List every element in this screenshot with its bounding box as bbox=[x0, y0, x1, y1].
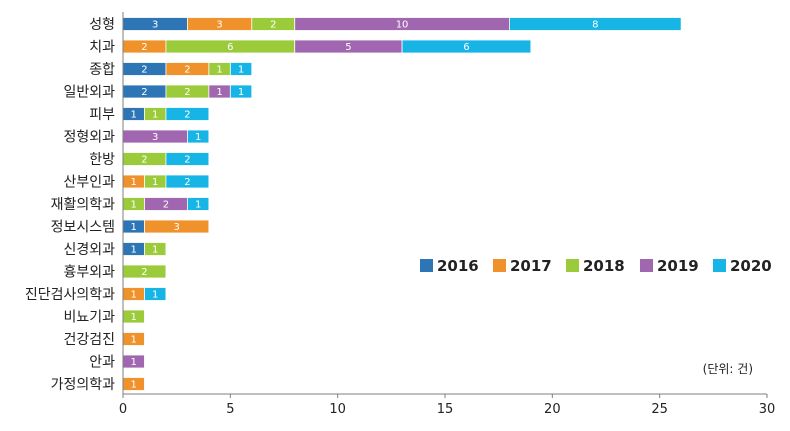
category-label: 안과 bbox=[89, 355, 115, 371]
data-label: 8 bbox=[592, 20, 598, 31]
bar-segment bbox=[144, 287, 167, 301]
category-label: 성형 bbox=[89, 17, 115, 33]
data-label: 2 bbox=[141, 267, 147, 278]
legend-label: 2017 bbox=[510, 257, 552, 275]
legend-swatch bbox=[420, 259, 433, 272]
legend-label: 2019 bbox=[657, 257, 699, 275]
data-label: 2 bbox=[184, 110, 190, 121]
data-label: 2 bbox=[141, 87, 147, 98]
x-tick-label: 0 bbox=[119, 402, 127, 417]
data-label: 2 bbox=[163, 200, 169, 211]
category-label: 산부인과 bbox=[63, 175, 115, 191]
category-label: 일반외과 bbox=[63, 85, 115, 101]
data-label: 1 bbox=[216, 65, 222, 76]
data-label: 2 bbox=[270, 20, 276, 31]
data-label: 1 bbox=[131, 380, 137, 391]
category-label: 건강검진 bbox=[63, 332, 115, 348]
data-label: 1 bbox=[152, 110, 158, 121]
category-label: 한방 bbox=[89, 152, 115, 168]
data-label: 2 bbox=[141, 155, 147, 166]
bar-segment bbox=[165, 152, 210, 166]
legend-label: 2020 bbox=[730, 257, 772, 275]
bar-segment bbox=[186, 197, 210, 211]
data-label: 1 bbox=[195, 200, 201, 211]
bar-segment bbox=[186, 129, 210, 144]
data-label: 1 bbox=[131, 312, 137, 323]
data-label: 1 bbox=[152, 177, 158, 188]
category-label: 재활의학과 bbox=[51, 197, 116, 213]
legend-label: 2016 bbox=[437, 257, 479, 275]
legend-swatch bbox=[640, 259, 653, 272]
data-label: 5 bbox=[345, 42, 351, 53]
category-label: 비뇨기과 bbox=[63, 310, 115, 326]
data-label: 1 bbox=[131, 177, 137, 188]
x-axis: 0 5 10 15 20 25 30 bbox=[119, 12, 775, 417]
data-label: 1 bbox=[131, 200, 137, 211]
x-tick-label: 25 bbox=[651, 402, 668, 417]
unit-note: (단위: 건) bbox=[703, 362, 753, 376]
data-label: 10 bbox=[396, 20, 409, 31]
category-label: 진단검사의학과 bbox=[25, 287, 115, 303]
bar-segment bbox=[165, 107, 210, 121]
data-label: 2 bbox=[184, 65, 190, 76]
category-label: 종합 bbox=[89, 62, 115, 78]
bar-segment bbox=[165, 174, 210, 189]
x-tick-label: 30 bbox=[759, 402, 776, 417]
legend-label: 2018 bbox=[583, 257, 625, 275]
data-label: 1 bbox=[131, 110, 137, 121]
data-label: 1 bbox=[238, 65, 244, 76]
data-label: 6 bbox=[227, 42, 233, 53]
bar-segment bbox=[401, 39, 532, 54]
x-tick-label: 20 bbox=[544, 402, 561, 417]
x-tick-label: 5 bbox=[226, 402, 234, 417]
bar-segment bbox=[144, 219, 210, 234]
bar-segment bbox=[508, 17, 682, 31]
data-label: 1 bbox=[152, 290, 158, 301]
category-label: 정형외과 bbox=[63, 130, 115, 146]
bar-segment bbox=[229, 84, 253, 99]
data-label: 1 bbox=[238, 87, 244, 98]
bar-segment bbox=[229, 62, 253, 76]
category-label: 신경외과 bbox=[63, 242, 115, 258]
data-label: 1 bbox=[195, 132, 201, 143]
data-label: 1 bbox=[131, 357, 137, 368]
data-label: 2 bbox=[184, 155, 190, 166]
legend-swatch bbox=[566, 259, 579, 272]
data-label: 3 bbox=[216, 20, 222, 31]
data-label: 2 bbox=[141, 65, 147, 76]
legend-swatch bbox=[493, 259, 506, 272]
category-label: 흉부외과 bbox=[63, 265, 115, 281]
data-label: 3 bbox=[173, 222, 179, 233]
data-label: 2 bbox=[184, 87, 190, 98]
bar-segments: 3 3 2 10 82 6 5 62 2 1 12 2 1 11 1 23 12 21 1 21 2 11 31 121 111… bbox=[122, 17, 682, 391]
data-label: 1 bbox=[216, 87, 222, 98]
data-label: 1 bbox=[152, 245, 158, 256]
category-label: 치과 bbox=[89, 40, 115, 56]
category-labels: 성형치과종합일반외과피부정형외과한방산부인과재활의학과정보시스템신경외과흉부외과… bbox=[25, 17, 115, 393]
data-label: 1 bbox=[131, 222, 137, 233]
data-label: 1 bbox=[131, 290, 137, 301]
data-label: 3 bbox=[152, 132, 158, 143]
x-tick-label: 10 bbox=[329, 402, 346, 417]
data-label: 2 bbox=[184, 177, 190, 188]
data-label: 2 bbox=[141, 42, 147, 53]
legend: 2016 2017 2018 2019 2020 bbox=[420, 257, 772, 275]
category-label: 가정의학과 bbox=[51, 377, 116, 393]
data-label: 3 bbox=[152, 20, 158, 31]
data-label: 6 bbox=[463, 42, 469, 53]
bar-segment bbox=[144, 242, 167, 256]
category-label: 정보시스템 bbox=[51, 220, 115, 236]
legend-swatch bbox=[713, 259, 726, 272]
category-label: 피부 bbox=[89, 107, 115, 123]
x-tick-label: 15 bbox=[437, 402, 454, 417]
data-label: 1 bbox=[131, 245, 137, 256]
data-label: 1 bbox=[131, 335, 137, 346]
